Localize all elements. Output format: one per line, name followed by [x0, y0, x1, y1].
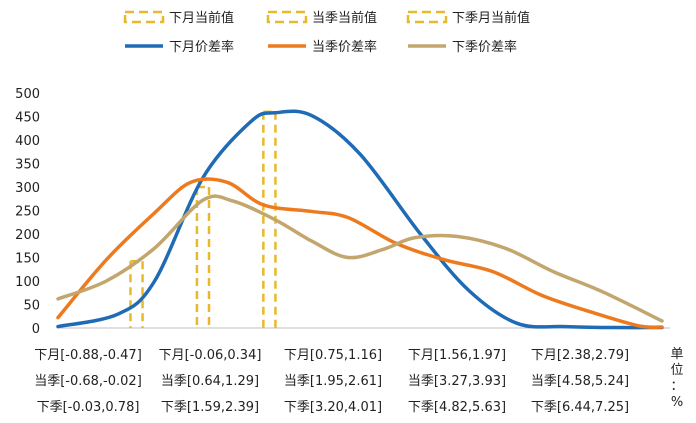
legend-label-4: 下月价差率: [169, 39, 234, 55]
y-tick-label: 150: [15, 252, 40, 267]
x-category-label: 下季[3.20,4.01]: [284, 400, 382, 415]
unit-label: 单位：%: [670, 347, 683, 410]
x-category-label: 下月[-0.06,0.34]: [159, 348, 262, 363]
current-value-markers: [129, 110, 277, 328]
x-category-label: 当季[4.58,5.24]: [531, 374, 629, 389]
legend-label-3: 下季月当前值: [452, 10, 530, 26]
legend-label-2: 当季当前值: [312, 10, 377, 26]
x-axis: 下月[-0.88,-0.47] 当季[-0.68,-0.02] 下季[-0.03,0…: [34, 348, 629, 415]
legend-label-5: 当季价差率: [312, 39, 377, 55]
y-tick-label: 500: [15, 87, 40, 102]
x-category-label: 当季[0.64,1.29]: [161, 374, 259, 389]
x-category-label: 下季[4.82,5.63]: [408, 400, 506, 415]
x-category-label: 下季[1.59,2.39]: [161, 400, 259, 415]
y-tick-label: 250: [15, 205, 40, 220]
y-tick-label: 200: [15, 228, 40, 243]
x-category-label: 当季[3.27,3.93]: [408, 374, 506, 389]
legend-label-1: 下月当前值: [169, 10, 234, 26]
x-category-label: 下季[6.44,7.25]: [531, 400, 629, 415]
x-category-label: 下月[1.56,1.97]: [408, 348, 506, 363]
legend-label-6: 下季价差率: [452, 39, 517, 55]
series-line-2: [56, 177, 664, 329]
x-category-label: 当季[-0.68,-0.02]: [34, 374, 142, 389]
unit-label-char: %: [671, 395, 683, 410]
legend-swatch-marker-3: [406, 10, 448, 24]
y-tick-label: 300: [15, 181, 40, 196]
y-tick-label: 0: [32, 322, 40, 337]
legend-swatch-marker-1: [123, 10, 165, 24]
x-category-label: 下月[2.38,2.79]: [531, 348, 629, 363]
unit-label-char: 位: [670, 363, 683, 378]
y-tick-label: 50: [23, 299, 40, 314]
unit-label-char: 单: [670, 347, 683, 362]
marker-2: [195, 185, 211, 328]
y-tick-label: 400: [15, 134, 40, 149]
series-line-3: [56, 194, 664, 323]
series-lines: [56, 109, 664, 330]
x-category-label: 下月[-0.88,-0.47]: [34, 348, 142, 363]
y-tick-label: 100: [15, 275, 40, 290]
legend-swatch-marker-2: [266, 10, 308, 24]
x-category-label: 当季[1.95,2.61]: [284, 374, 382, 389]
unit-label-char: ：: [670, 379, 683, 394]
marker-1: [129, 260, 144, 328]
y-tick-label: 450: [15, 111, 40, 126]
x-category-label: 下月[0.75,1.16]: [284, 348, 382, 363]
y-tick-label: 350: [15, 158, 40, 173]
series-line-1: [56, 109, 664, 330]
x-category-label: 下季[-0.03,0.78]: [37, 400, 140, 415]
